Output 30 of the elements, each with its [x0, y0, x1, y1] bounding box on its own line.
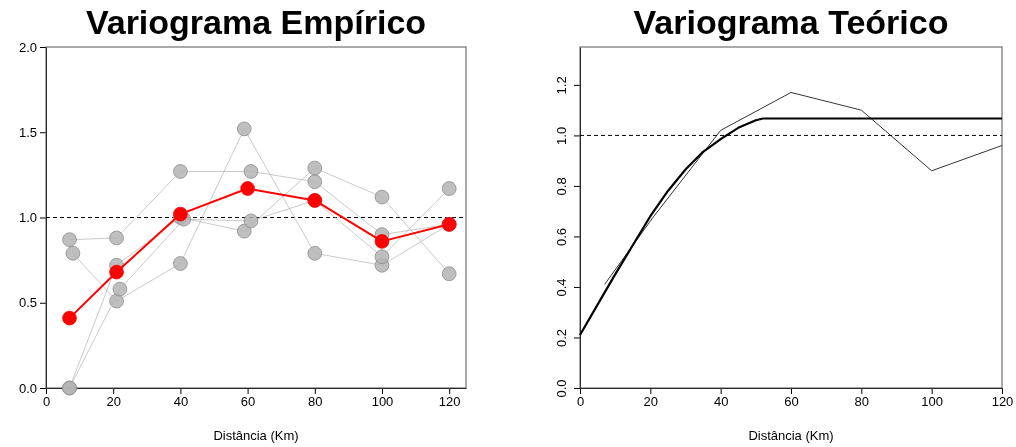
- x-tick-label: 100: [921, 394, 944, 410]
- x-tick-label: 0: [42, 394, 51, 410]
- x-tick-label: 120: [991, 394, 1014, 410]
- y-tick-label: 1.5: [18, 124, 37, 140]
- x-tick-label: 0: [576, 394, 585, 410]
- x-tick-label: 80: [308, 394, 323, 410]
- chart-title: Variograma Teórico: [633, 3, 949, 41]
- x-tick-label: 60: [240, 394, 256, 410]
- x-axis-title: Distância (Km): [213, 428, 299, 443]
- y-tick-label: 0.0: [18, 380, 37, 396]
- y-tick-label: 1.0: [18, 210, 37, 226]
- x-tick-label: 100: [371, 394, 394, 410]
- x-tick-label: 20: [106, 394, 121, 410]
- y-tick-label: 0.8: [554, 177, 569, 196]
- y-tick-label: 0.5: [18, 295, 37, 311]
- y-tick-label: 2.0: [18, 39, 37, 55]
- y-tick-label: 0.4: [554, 278, 569, 297]
- x-tick-label: 80: [854, 394, 870, 410]
- y-tick-label: 0.6: [554, 227, 569, 246]
- chart-title: Variograma Empírico: [85, 3, 427, 41]
- x-tick-label: 40: [173, 394, 189, 410]
- y-tick-label: 1.2: [554, 76, 569, 95]
- x-tick-label: 120: [438, 394, 461, 410]
- x-tick-label: 40: [713, 394, 729, 410]
- y-tick-label: 1.0: [554, 126, 569, 145]
- x-tick-label: 20: [643, 394, 659, 410]
- x-axis-title: Distância (Km): [748, 428, 834, 443]
- y-tick-label: 0.0: [554, 379, 569, 398]
- y-tick-label: 0.2: [554, 328, 569, 348]
- x-tick-label: 60: [784, 394, 799, 410]
